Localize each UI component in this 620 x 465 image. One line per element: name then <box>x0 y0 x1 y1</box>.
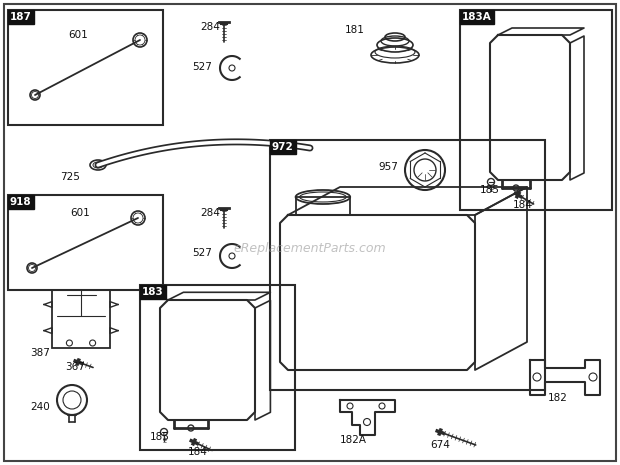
Text: 182A: 182A <box>340 435 367 445</box>
Bar <box>8 195 163 290</box>
Text: 184: 184 <box>513 200 533 210</box>
Text: 601: 601 <box>70 208 90 218</box>
Text: 185: 185 <box>150 432 170 442</box>
Text: 184: 184 <box>188 447 208 457</box>
Text: 185: 185 <box>480 185 500 195</box>
Text: 957: 957 <box>378 162 398 172</box>
Text: 601: 601 <box>68 30 88 40</box>
Text: eReplacementParts.com: eReplacementParts.com <box>234 241 386 254</box>
Text: 187: 187 <box>10 12 32 22</box>
Text: 527: 527 <box>192 248 212 258</box>
Bar <box>460 10 612 210</box>
Bar <box>270 140 545 390</box>
Text: 284: 284 <box>200 208 220 218</box>
Bar <box>52 290 110 348</box>
Text: 367: 367 <box>65 362 85 372</box>
Text: 181: 181 <box>345 25 365 35</box>
Text: 182: 182 <box>548 393 568 403</box>
Text: 183: 183 <box>142 287 164 297</box>
Text: 387: 387 <box>30 348 50 358</box>
Text: 674: 674 <box>430 440 450 450</box>
Text: 918: 918 <box>10 197 32 207</box>
Text: 183A: 183A <box>462 12 492 22</box>
Text: 527: 527 <box>192 62 212 72</box>
Text: 972: 972 <box>272 142 294 152</box>
Bar <box>140 285 295 450</box>
Text: 284: 284 <box>200 22 220 32</box>
Text: 240: 240 <box>30 402 50 412</box>
Bar <box>8 10 163 125</box>
Text: 725: 725 <box>60 172 80 182</box>
